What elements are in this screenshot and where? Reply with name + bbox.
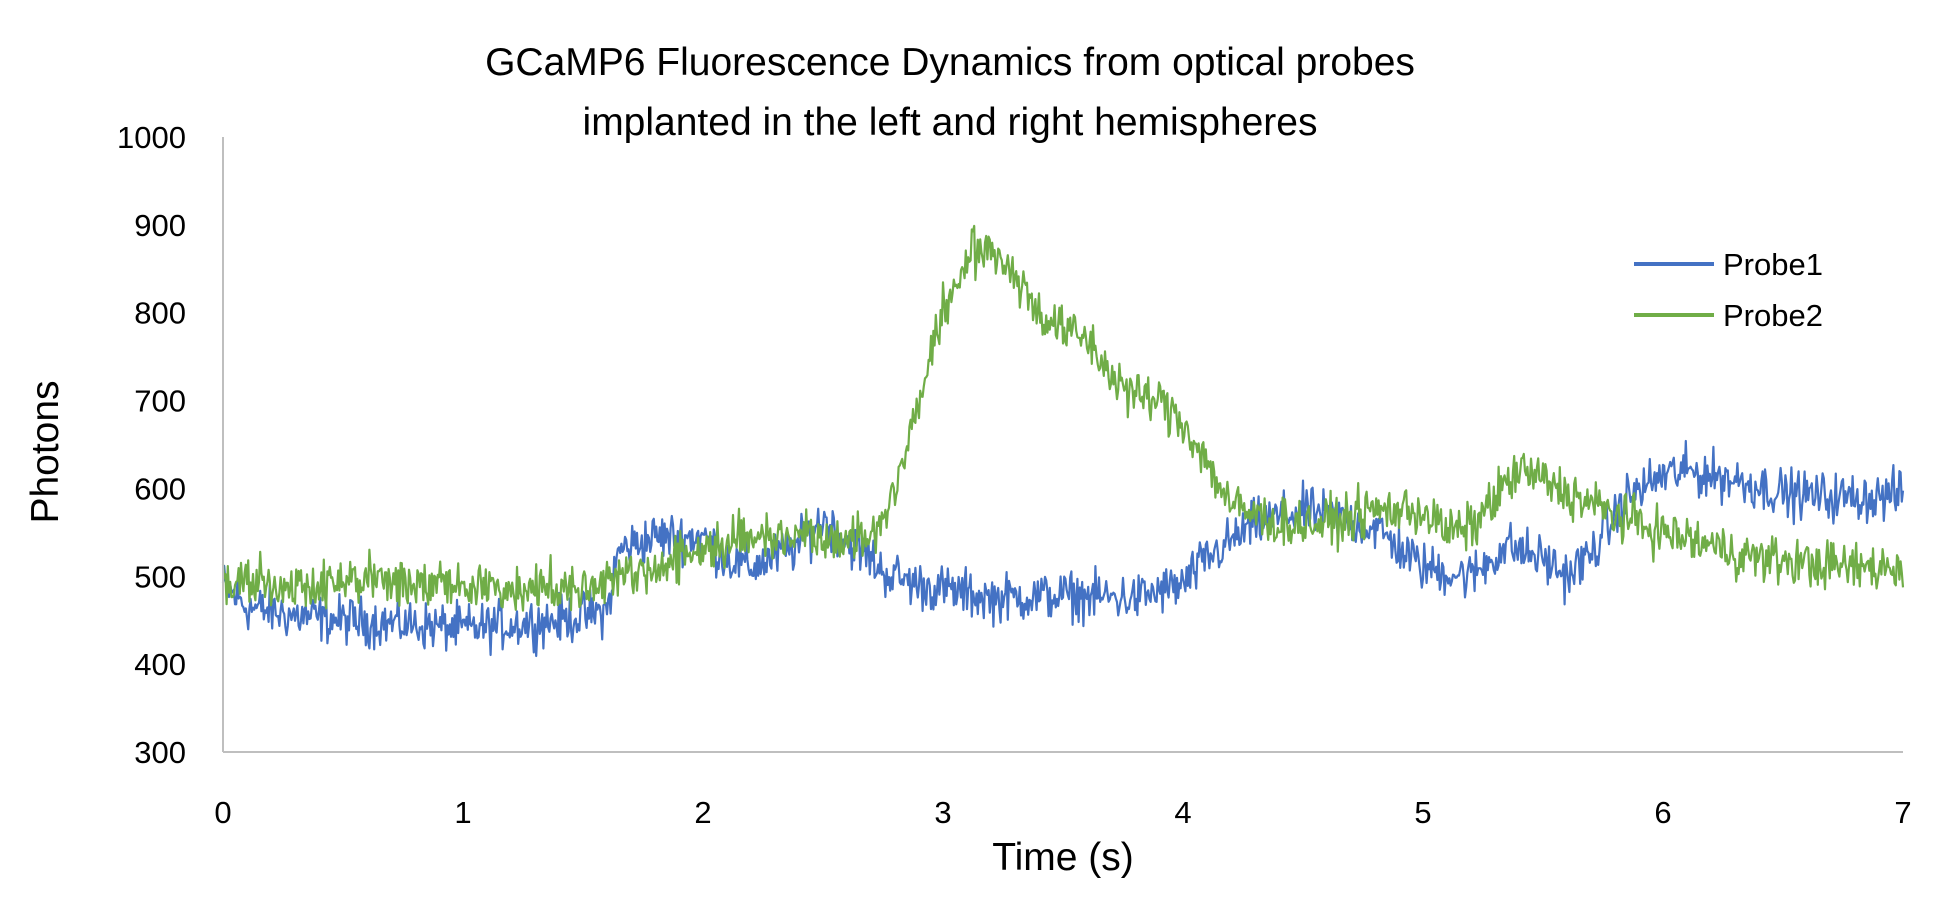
x-tick-label: 0 [214,795,231,830]
x-tick-label: 6 [1654,795,1671,830]
legend: Probe1 Probe2 [1634,247,1823,333]
x-tick-label: 3 [934,795,951,830]
y-tick-label: 300 [134,735,186,770]
y-tick-label: 900 [134,208,186,243]
y-tick-label: 400 [134,647,186,682]
x-tick-label: 4 [1174,795,1191,830]
y-tick-label: 500 [134,559,186,594]
y-tick-label: 800 [134,296,186,331]
chart-title-line-1: GCaMP6 Fluorescence Dynamics from optica… [485,41,1415,84]
x-tick-label: 2 [694,795,711,830]
legend-label: Probe1 [1723,247,1823,282]
x-axis-title: Time (s) [992,836,1134,879]
chart-title-line-2: implanted in the left and right hemisphe… [583,101,1318,144]
y-tick-label: 700 [134,384,186,419]
legend-label: Probe2 [1723,298,1823,333]
series-line-probe2 [221,224,1905,612]
x-tick-label: 7 [1894,795,1911,830]
x-tick-label: 5 [1414,795,1431,830]
y-axis-title: Photons [24,380,67,523]
x-tick-labels: 0 1 2 3 4 5 6 7 [214,795,1911,830]
y-tick-label: 600 [134,471,186,506]
y-tick-labels: 300 400 500 600 700 800 900 1000 [117,120,186,770]
x-tick-label: 1 [454,795,471,830]
y-tick-label: 1000 [117,120,186,155]
plot-series [221,224,1905,658]
